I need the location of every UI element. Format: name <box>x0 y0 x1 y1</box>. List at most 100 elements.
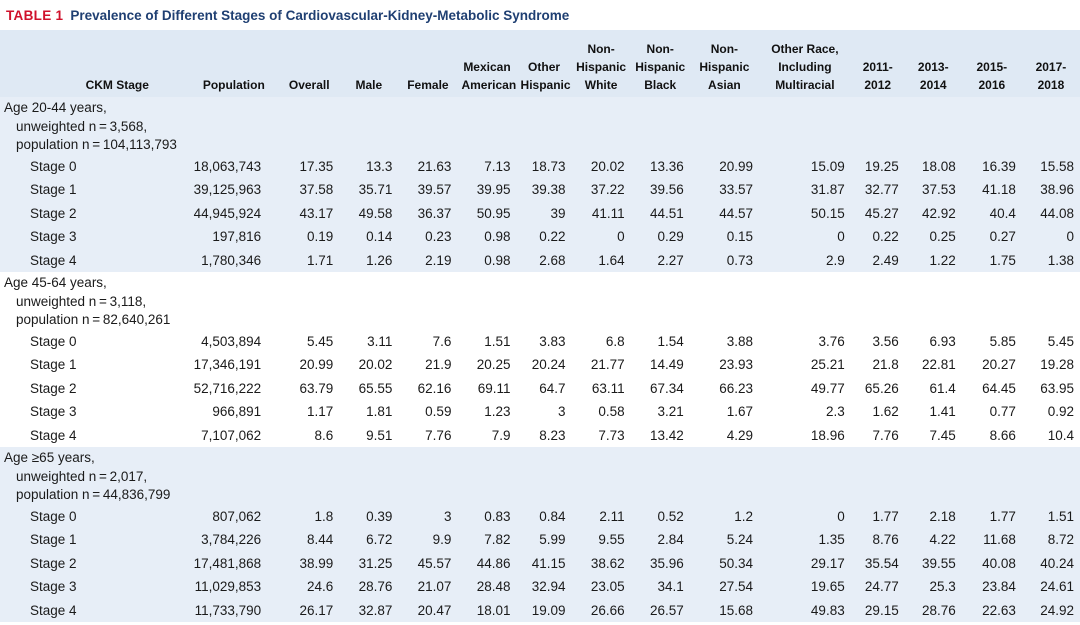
age-group-header: Age 45-64 years, unweighted n = 3,118, pop… <box>0 272 1080 330</box>
prevalence-cell: 39.57 <box>417 182 452 198</box>
prevalence-cell: 42.92 <box>921 205 956 221</box>
population-cell: 7,107,062 <box>201 427 262 443</box>
prevalence-cell: 27.54 <box>719 579 754 595</box>
prevalence-cell: 23.84 <box>982 579 1016 595</box>
prevalence-cell: 0.19 <box>306 229 334 245</box>
prevalence-cell: 19.28 <box>1040 357 1074 373</box>
stage-label: Stage 2 <box>30 205 77 221</box>
prevalence-cell: 20.47 <box>417 602 452 618</box>
column-header: Non- Hispanic Black <box>631 30 690 97</box>
prevalence-cell: 0 <box>1066 229 1074 245</box>
prevalence-cell: 26.57 <box>649 602 684 618</box>
prevalence-cell: 7.13 <box>484 158 511 174</box>
prevalence-table: CKM Stage Population Overall Male Female Mexi… <box>0 30 1080 622</box>
column-header: Overall <box>279 30 339 97</box>
prevalence-cell: 9.51 <box>366 427 393 443</box>
prevalence-cell: 26.66 <box>590 602 625 618</box>
column-header: Mexican American <box>457 30 516 97</box>
prevalence-cell: 2.9 <box>825 252 845 268</box>
prevalence-cell: 45.57 <box>417 555 452 571</box>
prevalence-cell: 19.25 <box>864 158 899 174</box>
column-header-line: White <box>584 78 618 92</box>
prevalence-cell: 63.79 <box>299 380 334 396</box>
prevalence-cell: 35.54 <box>864 555 899 571</box>
prevalence-cell: 40.08 <box>982 555 1016 571</box>
prevalence-cell: 13.3 <box>366 158 393 174</box>
prevalence-cell: 4.22 <box>929 532 956 548</box>
prevalence-cell: 1.77 <box>989 508 1016 524</box>
prevalence-cell: 8.76 <box>872 532 899 548</box>
prevalence-cell: 1.2 <box>734 508 754 524</box>
prevalence-cell: 3.11 <box>367 333 393 349</box>
column-header-line: Including <box>778 60 832 74</box>
prevalence-cell: 32.94 <box>531 579 566 595</box>
prevalence-cell: 20.99 <box>719 158 754 174</box>
column-header: Population <box>188 30 279 97</box>
column-header: 2017- 2018 <box>1022 30 1080 97</box>
column-header-line: Population <box>202 78 265 92</box>
column-header-line: Multiracial <box>775 78 835 92</box>
header-row: CKM Stage Population Overall Male Female Mexi… <box>0 30 1080 97</box>
prevalence-cell: 1.8 <box>314 508 334 524</box>
age-group-line: unweighted n = 2,017, <box>16 468 148 484</box>
column-header-line: Hispanic <box>576 60 627 74</box>
prevalence-cell: 36.37 <box>417 205 452 221</box>
prevalence-cell: 7.9 <box>491 427 511 443</box>
prevalence-cell: 34.1 <box>657 579 684 595</box>
stage-label: Stage 4 <box>30 252 77 268</box>
prevalence-cell: 18.73 <box>531 158 566 174</box>
prevalence-cell: 3.83 <box>539 333 566 349</box>
prevalence-cell: 37.22 <box>590 182 625 198</box>
age-group-label: Age ≥65 years, unweighted n = 2,017, popul… <box>0 447 1080 505</box>
prevalence-cell: 17.35 <box>299 158 334 174</box>
stage-label: Stage 4 <box>30 427 77 443</box>
prevalence-cell: 24.92 <box>1040 602 1074 618</box>
prevalence-cell: 13.42 <box>649 427 684 443</box>
population-cell: 4,503,894 <box>201 333 262 349</box>
column-header-line: 2011- <box>862 60 893 74</box>
prevalence-cell: 23.05 <box>590 579 625 595</box>
prevalence-cell: 18.08 <box>921 158 956 174</box>
prevalence-cell: 9.9 <box>432 532 452 548</box>
column-header: 2013- 2014 <box>905 30 962 97</box>
prevalence-cell: 21.07 <box>417 579 452 595</box>
prevalence-cell: 64.45 <box>982 380 1016 396</box>
prevalence-cell: 21.77 <box>590 357 625 373</box>
prevalence-cell: 20.99 <box>299 357 334 373</box>
prevalence-cell: 49.83 <box>810 602 845 618</box>
prevalence-cell: 1.71 <box>306 252 334 268</box>
prevalence-cell: 9.55 <box>598 532 625 548</box>
column-header-line: 2016 <box>978 78 1006 92</box>
prevalence-cell: 43.17 <box>299 205 334 221</box>
prevalence-cell: 2.11 <box>599 508 625 524</box>
prevalence-cell: 0 <box>837 229 845 245</box>
prevalence-cell: 44.51 <box>649 205 684 221</box>
prevalence-cell: 20.27 <box>982 357 1016 373</box>
prevalence-cell: 7.73 <box>598 427 625 443</box>
table-row: Stage 3 197,816 0.19 0.14 0.23 0.98 0.22 0 0.29 0… <box>0 225 1080 249</box>
prevalence-cell: 19.65 <box>810 579 845 595</box>
prevalence-cell: 50.15 <box>810 205 845 221</box>
prevalence-cell: 40.4 <box>989 205 1016 221</box>
prevalence-cell: 1.38 <box>1047 252 1074 268</box>
prevalence-cell: 1.26 <box>366 252 393 268</box>
prevalence-cell: 65.55 <box>358 380 393 396</box>
prevalence-cell: 1.51 <box>484 333 511 349</box>
prevalence-cell: 0.22 <box>872 229 899 245</box>
column-header-line: Hispanic <box>635 60 686 74</box>
prevalence-cell: 22.63 <box>982 602 1016 618</box>
prevalence-cell: 0.84 <box>539 508 566 524</box>
table-row: Stage 2 52,716,222 63.79 65.55 62.16 69.11 64.… <box>0 376 1080 400</box>
prevalence-cell: 15.09 <box>810 158 845 174</box>
age-group-line: population n = 104,113,793 <box>16 137 177 152</box>
column-header: Other Race, Including Multiracial <box>759 30 851 97</box>
table-row: Stage 0 4,503,894 5.45 3.11 7.6 1.51 3.83 6.8 1.… <box>0 329 1080 353</box>
prevalence-cell: 6.8 <box>605 333 625 349</box>
stage-label: Stage 1 <box>30 532 77 548</box>
population-cell: 3,784,226 <box>201 532 262 548</box>
prevalence-cell: 61.4 <box>929 380 956 396</box>
table-row: Stage 0 18,063,743 17.35 13.3 21.63 7.13 18.73… <box>0 154 1080 178</box>
prevalence-cell: 0.83 <box>484 508 511 524</box>
population-cell: 18,063,743 <box>193 158 262 174</box>
prevalence-cell: 0.98 <box>484 252 511 268</box>
